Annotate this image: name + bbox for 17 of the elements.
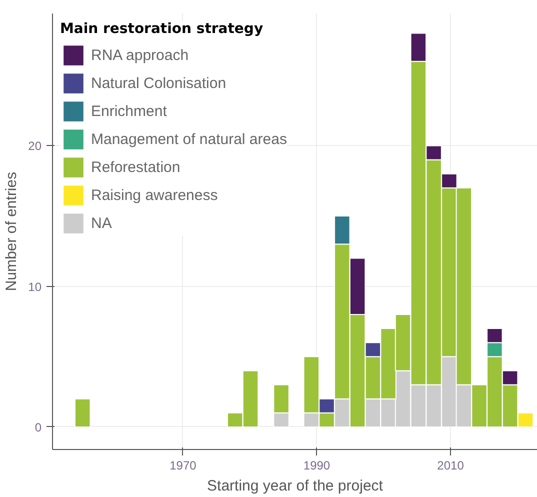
legend-label: Reforestation (91, 158, 180, 176)
x-tick-label: 1970 (170, 458, 197, 472)
y-tick-label: 10 (28, 280, 42, 294)
x-tick-label: 2010 (437, 458, 464, 472)
x-tick-label: 1990 (303, 458, 330, 472)
legend-label: RNA approach (91, 46, 189, 64)
legend-label: Management of natural areas (91, 130, 287, 148)
y-tick-label: 0 (34, 420, 42, 434)
legend-label: Enrichment (91, 102, 167, 120)
legend-label: Raising awareness (91, 186, 218, 204)
y-axis-title: Number of entries (3, 172, 20, 292)
legend-title: Main restoration strategy (60, 21, 264, 37)
legend-label: Natural Colonisation (91, 74, 226, 92)
legend-label: NA (91, 214, 112, 232)
x-axis-title: Starting year of the project (207, 478, 384, 494)
y-tick-label: 20 (28, 139, 42, 154)
bar (74, 398, 91, 428)
